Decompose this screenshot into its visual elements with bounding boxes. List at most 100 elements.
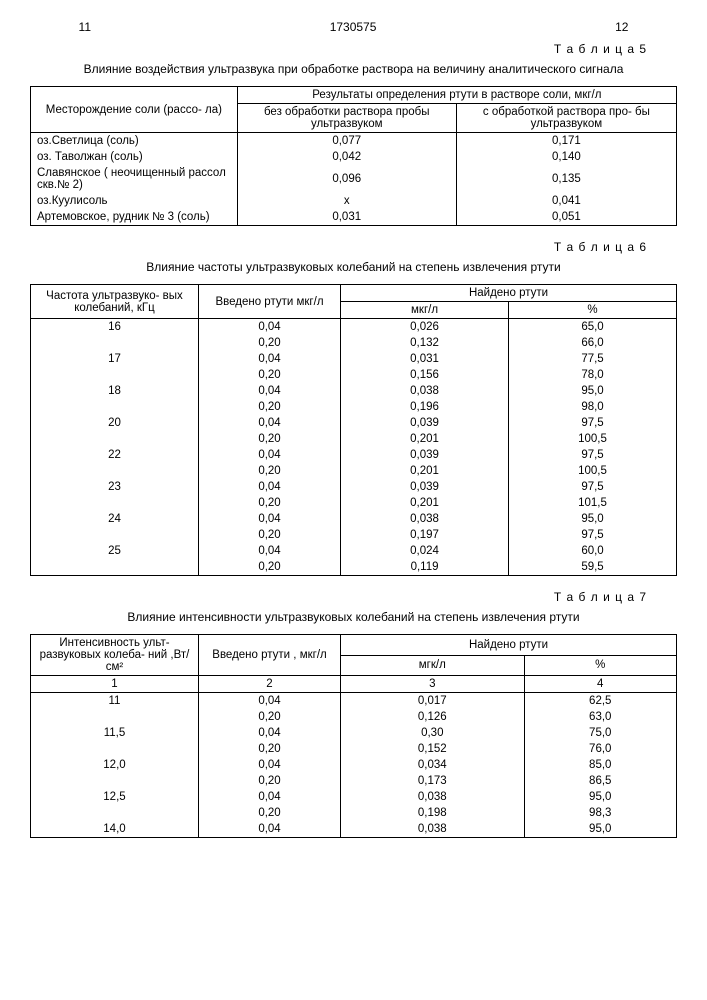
table-cell: 97,5	[509, 527, 677, 543]
table-cell: оз. Таволжан (соль)	[31, 149, 238, 165]
table-cell: 0,20	[198, 463, 340, 479]
table-cell: 0,04	[198, 511, 340, 527]
table-cell: 0,20	[198, 709, 340, 725]
t6-h2: Введено ртути мкг/л	[198, 285, 340, 319]
table-cell: 0,041	[456, 193, 676, 209]
table-cell: 95,0	[524, 821, 677, 838]
t6-h3a: мкг/л	[341, 302, 509, 319]
page-header: 11 1730575 12	[79, 20, 629, 34]
table-cell: 0,051	[456, 209, 676, 226]
t5-h1: Месторождение соли (рассо- ла)	[31, 87, 238, 133]
table-cell: 0,026	[341, 319, 509, 336]
table-cell: 0,20	[198, 335, 340, 351]
table-cell: 0,201	[341, 495, 509, 511]
table-cell: 77,5	[509, 351, 677, 367]
table-cell: 0,135	[456, 165, 676, 193]
table-cell	[31, 773, 199, 789]
table-cell: 23	[31, 479, 199, 495]
table-cell	[31, 709, 199, 725]
table-cell: 0,201	[341, 463, 509, 479]
table-cell: 0,119	[341, 559, 509, 576]
table-cell	[31, 559, 199, 576]
table-cell: 0,201	[341, 431, 509, 447]
table-cell: 95,0	[524, 789, 677, 805]
table-cell: 95,0	[509, 383, 677, 399]
t7-h3: Найдено ртути	[341, 635, 677, 656]
t7-h3b: %	[524, 655, 677, 676]
table-cell: 0,034	[341, 757, 524, 773]
table5-label: Т а б л и ц а 5	[30, 42, 647, 56]
t7-h3a: мгк/л	[341, 655, 524, 676]
table-cell: 0,197	[341, 527, 509, 543]
t7-h1: Интенсивность ульт- развуковых колеба- н…	[31, 635, 199, 676]
table-cell: 0,156	[341, 367, 509, 383]
table-cell: 0,126	[341, 709, 524, 725]
t7-h2: Введено ртути , мкг/л	[198, 635, 340, 676]
table7-label: Т а б л и ц а 7	[30, 590, 647, 604]
table-cell	[31, 399, 199, 415]
table-cell: 101,5	[509, 495, 677, 511]
table-cell: 86,5	[524, 773, 677, 789]
table-cell: 0,031	[237, 209, 456, 226]
table-cell: 0,20	[198, 741, 340, 757]
t6-h3b: %	[509, 302, 677, 319]
table-cell: 0,017	[341, 693, 524, 710]
table-cell: 0,038	[341, 383, 509, 399]
table-cell: 18	[31, 383, 199, 399]
page-left: 11	[79, 20, 91, 34]
table-cell: 0,20	[198, 773, 340, 789]
table-cell: 0,04	[198, 725, 340, 741]
table-cell	[31, 367, 199, 383]
table-cell: 0,30	[341, 725, 524, 741]
table-cell: оз.Светлица (соль)	[31, 133, 238, 150]
table-cell: 66,0	[509, 335, 677, 351]
t5-h2: Результаты определения ртути в растворе …	[237, 87, 676, 104]
table-cell: 0,038	[341, 511, 509, 527]
page-right: 12	[615, 20, 628, 34]
table-cell: 0,024	[341, 543, 509, 559]
table-cell: 0,196	[341, 399, 509, 415]
table-cell: 78,0	[509, 367, 677, 383]
table-cell: 0,132	[341, 335, 509, 351]
table-cell: 0,039	[341, 447, 509, 463]
t6-h1: Частота ультразвуко- вых колебаний, кГц	[31, 285, 199, 319]
table-cell: 14,0	[31, 821, 199, 838]
t7-subhead: 2	[198, 676, 340, 693]
table-cell	[31, 495, 199, 511]
table-cell	[31, 463, 199, 479]
table-cell: 0,042	[237, 149, 456, 165]
table-cell: 12,5	[31, 789, 199, 805]
table-cell: 0,04	[198, 757, 340, 773]
table-cell	[31, 527, 199, 543]
table-cell: 0,039	[341, 415, 509, 431]
table-cell: 0,20	[198, 495, 340, 511]
table-cell: 0,04	[198, 351, 340, 367]
table-cell: 0,152	[341, 741, 524, 757]
table6-caption: Влияние частоты ультразвуковых колебаний…	[60, 260, 647, 274]
table-cell: 63,0	[524, 709, 677, 725]
table-cell: 60,0	[509, 543, 677, 559]
table6: Частота ультразвуко- вых колебаний, кГц …	[30, 284, 677, 576]
table-cell: оз.Куулисоль	[31, 193, 238, 209]
table-cell: 0,04	[198, 821, 340, 838]
table-cell: 59,5	[509, 559, 677, 576]
table-cell: Артемовское, рудник № 3 (соль)	[31, 209, 238, 226]
table-cell: 98,0	[509, 399, 677, 415]
table-cell: 12,0	[31, 757, 199, 773]
table-cell: 20	[31, 415, 199, 431]
t5-h2a: без обработки раствора пробы ультразвуко…	[237, 104, 456, 133]
table-cell: 0,20	[198, 431, 340, 447]
table-cell: 98,3	[524, 805, 677, 821]
table-cell: 24	[31, 511, 199, 527]
table7-caption: Влияние интенсивности ультразвуковых кол…	[60, 610, 647, 624]
table-cell: 76,0	[524, 741, 677, 757]
table-cell: 0,04	[198, 789, 340, 805]
table-cell: 0,20	[198, 399, 340, 415]
table-cell: Славянское ( неочищенный рассол скв.№ 2)	[31, 165, 238, 193]
table-cell: 97,5	[509, 447, 677, 463]
table-cell: 0,077	[237, 133, 456, 150]
table-cell: 97,5	[509, 479, 677, 495]
table7: Интенсивность ульт- развуковых колеба- н…	[30, 634, 677, 838]
table-cell: 97,5	[509, 415, 677, 431]
table-cell: 0,096	[237, 165, 456, 193]
